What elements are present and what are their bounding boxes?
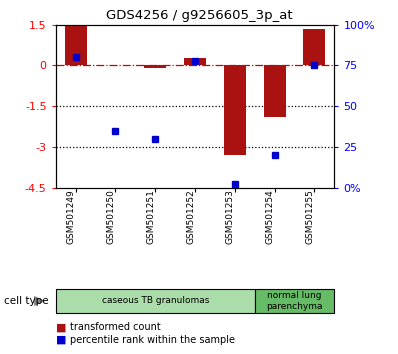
Text: cell type: cell type [4, 296, 49, 306]
Bar [65, 26, 87, 65]
Text: GDS4256 / g9256605_3p_at: GDS4256 / g9256605_3p_at [106, 9, 292, 22]
Text: GSM501252: GSM501252 [186, 189, 195, 244]
Text: normal lung
parenchyma: normal lung parenchyma [266, 291, 323, 310]
Text: transformed count: transformed count [70, 322, 160, 332]
Text: percentile rank within the sample: percentile rank within the sample [70, 335, 235, 345]
Text: GSM501250: GSM501250 [106, 189, 115, 244]
Bar [144, 65, 166, 68]
Bar [263, 65, 285, 117]
Polygon shape [34, 296, 46, 306]
Bar [224, 65, 246, 155]
Text: ■: ■ [56, 322, 66, 332]
Text: GSM501255: GSM501255 [305, 189, 314, 244]
Text: ■: ■ [56, 335, 66, 345]
Text: GSM501254: GSM501254 [265, 189, 275, 244]
Text: caseous TB granulomas: caseous TB granulomas [101, 296, 209, 306]
Bar [184, 58, 206, 65]
Text: GSM501249: GSM501249 [66, 189, 76, 244]
Text: GSM501251: GSM501251 [146, 189, 155, 244]
Text: GSM501253: GSM501253 [226, 189, 235, 244]
Bar [303, 29, 325, 65]
